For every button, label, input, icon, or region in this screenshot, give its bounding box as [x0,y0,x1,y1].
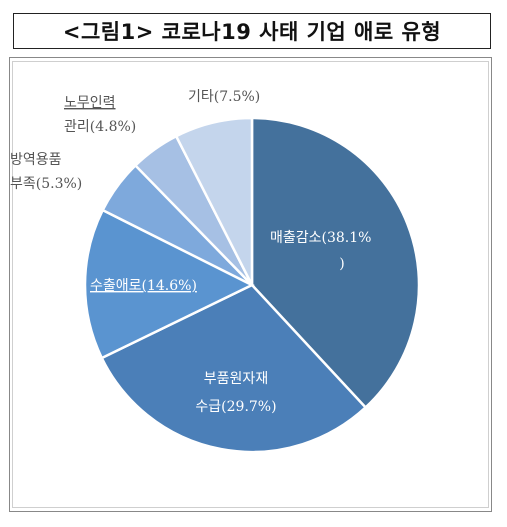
pie-slice-2 [83,208,255,360]
chart-plot-area [12,61,489,508]
slice-label-4-line-1: 관리(4.8%) [64,119,136,135]
slice-label-1-line-1: 수급(29.7%) [195,399,276,415]
slice-label-1-line-0: 부품원자재 [204,371,268,387]
pie-slice-0 [250,116,421,410]
slice-label-2-line-0: 수출애로(14.6%) [90,278,197,294]
figure-title-box: <그림1> 코로나19 사태 기업 애로 유형 [13,13,491,49]
figure-title: <그림1> 코로나19 사태 기업 애로 유형 [62,20,442,44]
slice-label-0-line-1: ) [339,256,344,272]
pie-slice-5 [174,116,254,286]
slice-label-3-line-0: 방역용품 [10,152,62,168]
slice-label-3-line-1: 부족(5.3%) [10,176,82,192]
slice-label-4-line-0: 노무인력 [64,95,116,111]
slice-label-0-line-0: 매출감소(38.1% [270,230,371,246]
slice-label-5-line-0: 기타(7.5%) [188,89,260,105]
